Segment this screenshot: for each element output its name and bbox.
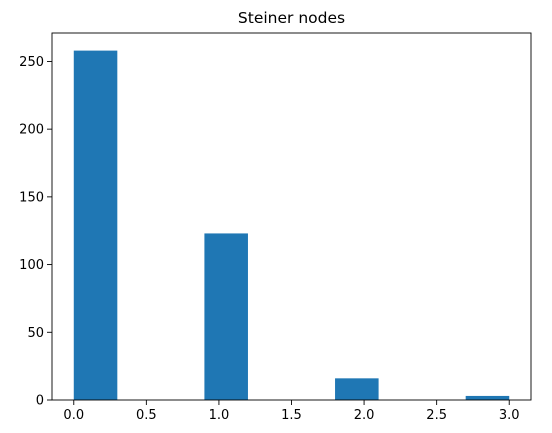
histogram-bar-9 xyxy=(465,395,510,400)
x-tick-label: 3.0 xyxy=(499,408,520,423)
x-tick-label: 1.5 xyxy=(281,408,302,423)
histogram-bar-0 xyxy=(73,50,118,401)
y-tick-label: 100 xyxy=(19,258,44,273)
histogram-bar-3 xyxy=(204,233,248,400)
chart-title: Steiner nodes xyxy=(238,9,345,27)
y-axis: 0 50 100 150 200 250 xyxy=(19,55,52,409)
x-tick-label: 1.0 xyxy=(209,408,230,423)
bars-group xyxy=(73,50,510,401)
y-tick-label: 200 xyxy=(19,123,44,138)
y-tick-label: 0 xyxy=(36,394,44,409)
plot-frame xyxy=(51,32,532,401)
x-tick-label: 2.0 xyxy=(354,408,375,423)
y-tick-label: 50 xyxy=(27,326,44,341)
x-tick-label: 0.5 xyxy=(136,408,157,423)
y-tick-label: 150 xyxy=(19,190,44,205)
x-tick-label: 2.5 xyxy=(426,408,447,423)
y-tick-label: 250 xyxy=(19,55,44,70)
x-axis: 0.0 0.5 1.0 1.5 2.0 2.5 3.0 xyxy=(63,400,520,423)
histogram-bar-6 xyxy=(335,378,379,400)
x-tick-label: 0.0 xyxy=(63,408,84,423)
